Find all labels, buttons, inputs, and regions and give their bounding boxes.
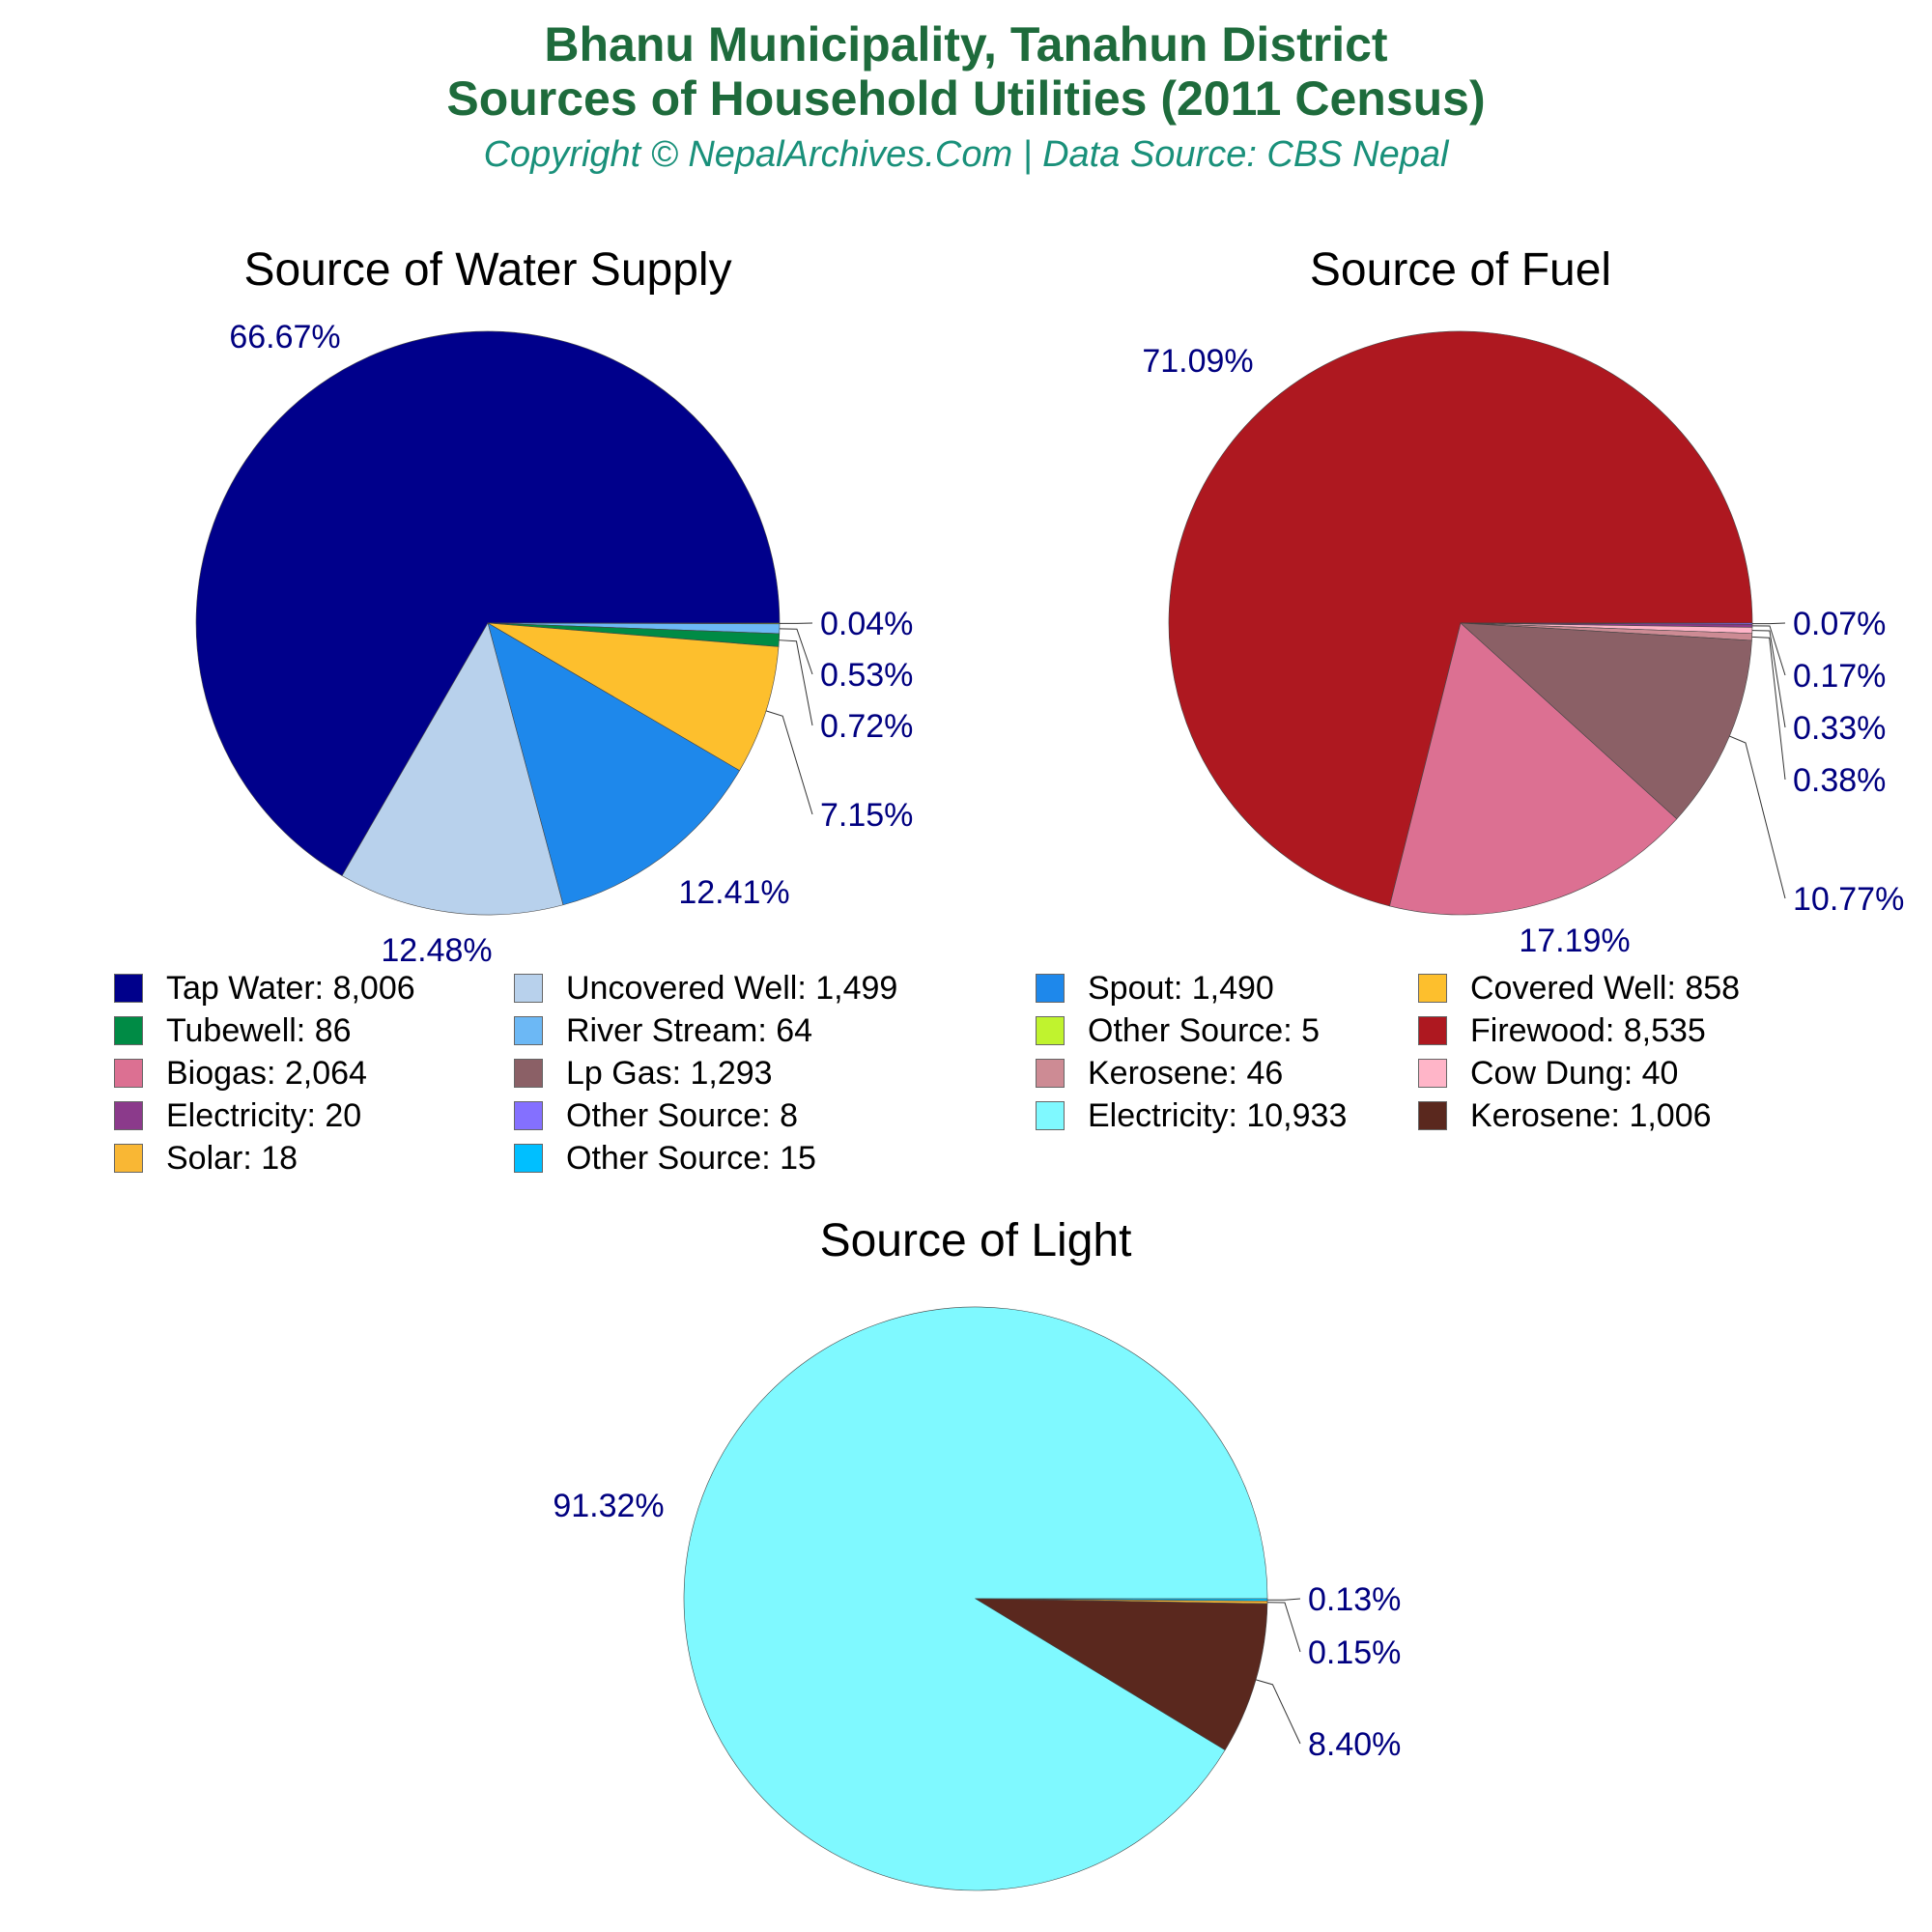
source-of-light-leader-solar <box>1266 1602 1301 1653</box>
source-of-water-supply-label-covered-well: 7.15% <box>820 797 913 834</box>
source-of-fuel-label-electricity: 0.17% <box>1793 658 1886 695</box>
legend-item-uncovered-well-1-499: Uncovered Well: 1,499 <box>514 969 897 1008</box>
legend-label: Covered Well: 858 <box>1470 969 1741 1007</box>
source-of-water-supply-slice-spout <box>487 622 740 906</box>
legend-item-spout-1-490: Spout: 1,490 <box>1036 969 1274 1008</box>
legend-swatch <box>1036 1059 1065 1088</box>
legend-label: Firewood: 8,535 <box>1470 1011 1706 1049</box>
source-of-light-label-solar: 0.15% <box>1308 1634 1401 1671</box>
legend-swatch <box>1036 1016 1065 1045</box>
legend-swatch <box>114 1059 143 1088</box>
source-of-water-supply-slice-tap-water <box>195 330 781 877</box>
legend-item-kerosene-1-006: Kerosene: 1,006 <box>1418 1096 1712 1135</box>
legend-label: Electricity: 10,933 <box>1088 1096 1348 1134</box>
source-of-light-label-other-source: 0.13% <box>1308 1581 1401 1618</box>
legend-item-electricity-20: Electricity: 20 <box>114 1096 361 1135</box>
source-of-water-supply-label-other-source: 0.04% <box>820 606 913 642</box>
legend-swatch <box>1418 974 1447 1003</box>
legend-swatch <box>514 1144 543 1173</box>
legend-label: Kerosene: 1,006 <box>1470 1096 1712 1134</box>
legend-item-other-source-15: Other Source: 15 <box>514 1139 816 1178</box>
legend-label: Other Source: 8 <box>566 1096 799 1134</box>
legend-label: Kerosene: 46 <box>1088 1054 1284 1092</box>
source-of-light-leader-other-source <box>1266 1598 1301 1601</box>
legend-label: Tubewell: 86 <box>166 1011 352 1049</box>
legend-item-other-source-8: Other Source: 8 <box>514 1096 798 1135</box>
legend-item-kerosene-46: Kerosene: 46 <box>1036 1054 1283 1093</box>
source-of-fuel-label-biogas: 17.19% <box>1519 923 1630 959</box>
source-of-fuel-leader-kerosene <box>1751 636 1786 781</box>
source-of-fuel-label-kerosene: 0.38% <box>1793 762 1886 799</box>
chart-title-line-1: Bhanu Municipality, Tanahun District <box>544 17 1388 71</box>
source-of-fuel-leader-other-source <box>1751 622 1786 625</box>
legend-label: Other Source: 5 <box>1088 1011 1321 1049</box>
source-of-fuel-slice-biogas <box>1389 622 1678 916</box>
source-of-water-supply-slice-covered-well <box>487 622 780 772</box>
source-of-fuel-leader-electricity <box>1751 625 1786 676</box>
chart-title-line-2: Sources of Household Utilities (2011 Cen… <box>446 71 1486 126</box>
source-of-fuel-label-other-source: 0.07% <box>1793 606 1886 642</box>
source-of-fuel-leader-lp-gas <box>1729 735 1786 899</box>
source-of-water-supply-leader-tubewell <box>779 639 813 726</box>
source-of-light-title: Source of Light <box>820 1215 1132 1266</box>
legend-item-river-stream-64: River Stream: 64 <box>514 1011 812 1050</box>
legend-item-biogas-2-064: Biogas: 2,064 <box>114 1054 367 1093</box>
legend-swatch <box>114 1016 143 1045</box>
legend-swatch <box>1418 1016 1447 1045</box>
legend-swatch <box>114 1144 143 1173</box>
legend-item-tubewell-86: Tubewell: 86 <box>114 1011 352 1050</box>
source-of-fuel-label-lp-gas: 10.77% <box>1793 881 1904 918</box>
source-of-water-supply-label-tap-water: 66.67% <box>229 319 340 355</box>
legend-swatch <box>1418 1059 1447 1088</box>
legend-item-tap-water-8-006: Tap Water: 8,006 <box>114 969 415 1008</box>
legend-item-covered-well-858: Covered Well: 858 <box>1418 969 1740 1008</box>
legend-label: Lp Gas: 1,293 <box>566 1054 773 1092</box>
legend-label: Electricity: 20 <box>166 1096 362 1134</box>
legend-item-other-source-5: Other Source: 5 <box>1036 1011 1320 1050</box>
legend-swatch <box>1418 1101 1447 1130</box>
source-of-light-label-electricity: 91.32% <box>553 1488 664 1524</box>
source-of-fuel-label-cow-dung: 0.33% <box>1793 710 1886 747</box>
source-of-fuel-slice-lp-gas <box>1460 622 1752 820</box>
legend-swatch <box>514 1101 543 1130</box>
legend-label: Solar: 18 <box>166 1139 298 1177</box>
legend-swatch <box>514 974 543 1003</box>
source-of-light-slice-kerosene <box>974 1598 1268 1751</box>
legend-swatch <box>514 1059 543 1088</box>
legend-label: River Stream: 64 <box>566 1011 813 1049</box>
legend-swatch <box>1036 1101 1065 1130</box>
source-of-light-label-kerosene: 8.40% <box>1308 1726 1401 1763</box>
source-of-water-supply-label-river-stream: 0.53% <box>820 657 913 694</box>
source-of-water-supply-leader-river-stream <box>779 628 813 675</box>
legend-item-solar-18: Solar: 18 <box>114 1139 298 1178</box>
source-of-fuel-label-firewood: 71.09% <box>1142 343 1253 380</box>
legend-label: Spout: 1,490 <box>1088 969 1274 1007</box>
legend-swatch <box>1036 974 1065 1003</box>
legend-item-electricity-10-933: Electricity: 10,933 <box>1036 1096 1347 1135</box>
legend-label: Biogas: 2,064 <box>166 1054 367 1092</box>
source-of-water-supply-slice-uncovered-well <box>341 622 564 916</box>
source-of-fuel-leader-cow-dung <box>1751 630 1786 728</box>
legend-label: Other Source: 15 <box>566 1139 816 1177</box>
source-of-water-supply-label-spout: 12.41% <box>678 874 789 911</box>
chart-subtitle: Copyright © NepalArchives.Com | Data Sou… <box>483 134 1449 175</box>
source-of-fuel-title: Source of Fuel <box>1310 244 1611 296</box>
legend-swatch <box>114 974 143 1003</box>
source-of-water-supply-label-uncovered-well: 12.48% <box>381 932 492 969</box>
source-of-water-supply-label-tubewell: 0.72% <box>820 708 913 745</box>
legend-swatch <box>514 1016 543 1045</box>
legend-label: Tap Water: 8,006 <box>166 969 415 1007</box>
legend-item-lp-gas-1-293: Lp Gas: 1,293 <box>514 1054 773 1093</box>
legend-label: Uncovered Well: 1,499 <box>566 969 898 1007</box>
source-of-water-supply-title: Source of Water Supply <box>243 244 731 296</box>
source-of-water-supply-leader-covered-well <box>765 710 813 815</box>
legend-item-cow-dung-40: Cow Dung: 40 <box>1418 1054 1678 1093</box>
source-of-light-leader-kerosene <box>1255 1679 1301 1745</box>
legend-swatch <box>114 1101 143 1130</box>
legend-label: Cow Dung: 40 <box>1470 1054 1679 1092</box>
source-of-fuel-slice-firewood <box>1168 330 1753 907</box>
legend-item-firewood-8-535: Firewood: 8,535 <box>1418 1011 1706 1050</box>
